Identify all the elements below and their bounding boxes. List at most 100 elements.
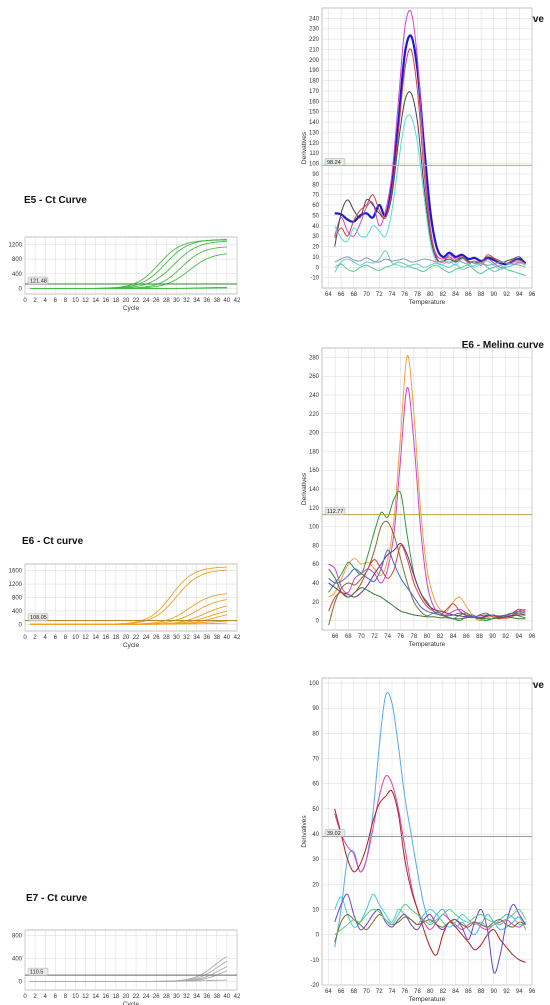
- y-tick-label: 80: [312, 182, 319, 188]
- x-tick-label: 66: [338, 989, 345, 995]
- x-tick-label: 26: [153, 994, 160, 1000]
- series-line-6: [30, 287, 227, 289]
- y-tick-label: 800: [12, 934, 23, 940]
- y-tick-label: 210: [309, 47, 320, 53]
- y-tick-label: 180: [309, 449, 320, 455]
- x-tick-label: 22: [133, 635, 140, 641]
- x-tick-label: 6: [54, 298, 58, 304]
- x-tick-label: 22: [133, 298, 140, 304]
- x-tick-label: 70: [363, 989, 370, 995]
- x-tick-label: 74: [389, 292, 396, 298]
- x-tick-label: 10: [72, 298, 79, 304]
- chart-title: E6 - Ct curve: [22, 536, 84, 547]
- x-tick-label: 42: [234, 635, 241, 641]
- x-tick-label: 20: [123, 635, 130, 641]
- x-tick-label: 0: [23, 994, 27, 1000]
- series-line-4: [334, 893, 527, 974]
- threshold-label: 39.02: [327, 831, 341, 837]
- threshold-label-box: [324, 507, 346, 515]
- y-tick-label: 100: [309, 681, 320, 687]
- series-line-4: [334, 48, 526, 265]
- series-line-6: [334, 903, 527, 936]
- y-tick-label: 50: [312, 213, 319, 219]
- threshold-label: 112.77: [327, 509, 343, 515]
- y-axis-label: Derivatives: [301, 472, 308, 505]
- x-tick-label: 12: [82, 994, 89, 1000]
- x-tick-label: 14: [92, 298, 99, 304]
- y-tick-label: 180: [309, 79, 320, 85]
- y-tick-label: 80: [312, 543, 319, 549]
- x-axis-label: Temperature: [409, 996, 446, 1003]
- x-tick-label: 82: [440, 989, 447, 995]
- x-tick-label: 88: [476, 634, 483, 640]
- y-tick-label: 800: [12, 257, 23, 263]
- y-tick-label: 0: [19, 622, 23, 628]
- series-line-1: [334, 9, 526, 269]
- series-line-0: [334, 34, 527, 266]
- x-tick-label: 66: [338, 292, 345, 298]
- x-tick-label: 68: [350, 989, 357, 995]
- y-tick-label: 190: [309, 68, 320, 74]
- x-tick-label: 70: [363, 292, 370, 298]
- y-axis-label: Derivatives: [301, 131, 308, 164]
- x-tick-label: 24: [143, 635, 150, 641]
- x-tick-label: 42: [234, 994, 241, 1000]
- series-line-6: [328, 568, 526, 620]
- y-tick-label: 200: [309, 58, 320, 64]
- threshold-label-box: [324, 829, 346, 837]
- x-tick-label: 72: [376, 989, 383, 995]
- plot-area: [29, 956, 228, 982]
- series-line-8: [30, 622, 227, 625]
- series-line-3: [334, 114, 526, 270]
- x-tick-label: 16: [102, 635, 109, 641]
- series-line-6: [334, 261, 526, 277]
- plot-area: [334, 9, 527, 277]
- x-tick-label: 32: [183, 635, 190, 641]
- y-tick-label: 170: [309, 89, 320, 95]
- threshold-label-box: [324, 158, 346, 166]
- x-tick-label: 8: [64, 994, 68, 1000]
- x-tick-label: 86: [465, 292, 472, 298]
- x-tick-label: 40: [224, 635, 231, 641]
- x-tick-label: 30: [173, 635, 180, 641]
- x-tick-label: 74: [384, 634, 391, 640]
- y-tick-label: 100: [309, 162, 320, 168]
- series-line-7: [334, 256, 526, 268]
- x-tick-label: 2: [33, 994, 37, 1000]
- x-tick-label: 38: [213, 994, 220, 1000]
- y-tick-label: 50: [312, 807, 319, 813]
- x-axis-label: Cycle: [123, 1001, 140, 1005]
- y-tick-label: 160: [309, 99, 320, 105]
- x-tick-label: 14: [92, 994, 99, 1000]
- series-line-0: [328, 354, 526, 622]
- x-tick-label: 30: [173, 298, 180, 304]
- y-tick-label: 120: [309, 141, 320, 147]
- x-tick-label: 84: [452, 292, 459, 298]
- series-line-2: [334, 91, 526, 264]
- x-tick-label: 16: [102, 298, 109, 304]
- y-tick-label: 0: [316, 619, 320, 625]
- x-tick-label: 82: [437, 634, 444, 640]
- x-tick-label: 12: [82, 298, 89, 304]
- threshold-label-box: [27, 967, 49, 976]
- x-tick-label: 86: [465, 989, 472, 995]
- y-tick-label: 100: [309, 525, 320, 531]
- y-tick-label: 70: [312, 193, 319, 199]
- y-tick-label: 400: [12, 272, 23, 278]
- x-tick-label: 70: [358, 634, 365, 640]
- x-tick-label: 92: [503, 989, 510, 995]
- x-tick-label: 66: [332, 634, 339, 640]
- x-tick-label: 92: [502, 634, 509, 640]
- y-tick-label: 20: [312, 882, 319, 888]
- x-tick-label: 42: [234, 298, 241, 304]
- x-tick-label: 34: [193, 298, 200, 304]
- threshold-label: 121.48: [30, 279, 47, 285]
- x-tick-label: 4: [44, 994, 48, 1000]
- y-tick-label: 140: [309, 487, 320, 493]
- x-tick-label: 24: [143, 298, 150, 304]
- x-tick-label: 40: [224, 994, 231, 1000]
- plot-frame: [321, 7, 533, 289]
- x-tick-label: 78: [411, 634, 418, 640]
